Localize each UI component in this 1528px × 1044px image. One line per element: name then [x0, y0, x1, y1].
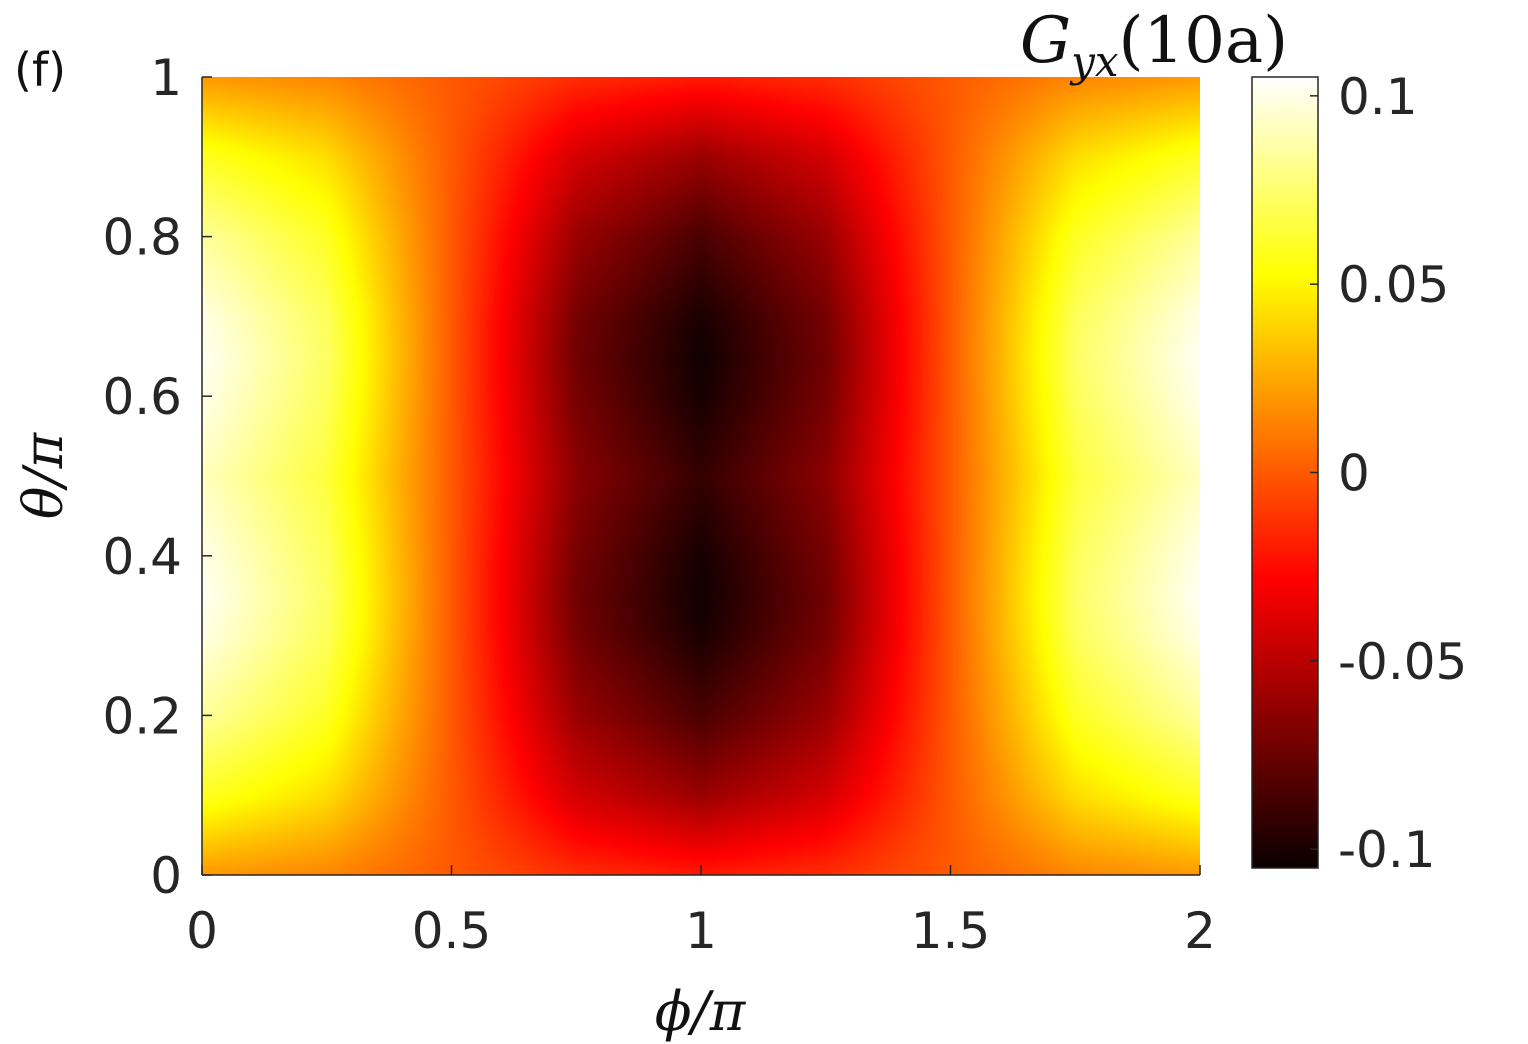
- x-axis-label: ϕ/π: [655, 980, 747, 1043]
- y-tick-label: 0.8: [102, 209, 182, 267]
- x-tick-label: 0.5: [412, 902, 492, 960]
- colorbar-tick-label: -0.1: [1338, 821, 1436, 879]
- heatmap-image: [202, 77, 1200, 875]
- y-axis-ticks: 0 0.2 0.4 0.6 0.8 1: [102, 49, 212, 905]
- x-tick-label: 0: [186, 902, 218, 960]
- colorbar-gradient: [1251, 76, 1319, 869]
- y-tick-label: 0.6: [102, 368, 182, 426]
- x-axis-label-rest: /π: [687, 980, 747, 1043]
- x-axis-label-symbol: ϕ: [655, 980, 692, 1043]
- y-tick-label: 0.2: [102, 687, 182, 745]
- heatmap: [202, 77, 1200, 875]
- colorbar-tick-label: 0.1: [1338, 68, 1418, 126]
- colorbar-tick-label: 0: [1338, 445, 1370, 503]
- y-axis-label-symbol: θ: [12, 487, 75, 520]
- y-axis-label: θ/π: [12, 431, 75, 519]
- colorbar-tick-label: -0.05: [1338, 633, 1467, 691]
- colorbar-title-arg: (10a): [1119, 4, 1289, 78]
- y-tick-label: 1: [150, 49, 182, 107]
- x-tick-label: 1.5: [911, 902, 991, 960]
- colorbar-tick-label: 0.05: [1338, 256, 1449, 314]
- y-tick-label: 0.4: [102, 528, 182, 586]
- x-tick-label: 2: [1184, 902, 1216, 960]
- x-tick-label: 1: [685, 902, 717, 960]
- x-axis-ticks: 0 0.5 1 1.5 2: [186, 865, 1216, 960]
- panel-label: (f): [14, 43, 66, 97]
- colorbar-ticks: 0.1 0.05 0 -0.05 -0.1: [1310, 68, 1467, 879]
- colorbar: 0.1 0.05 0 -0.05 -0.1: [1251, 68, 1467, 879]
- y-axis-label-rest: /π: [12, 431, 75, 491]
- y-tick-label: 0: [150, 847, 182, 905]
- colorbar-title-main: G: [1020, 4, 1071, 78]
- colorbar-title-sub: yx: [1069, 37, 1119, 86]
- colorbar-title: Gyx(10a): [1020, 4, 1288, 86]
